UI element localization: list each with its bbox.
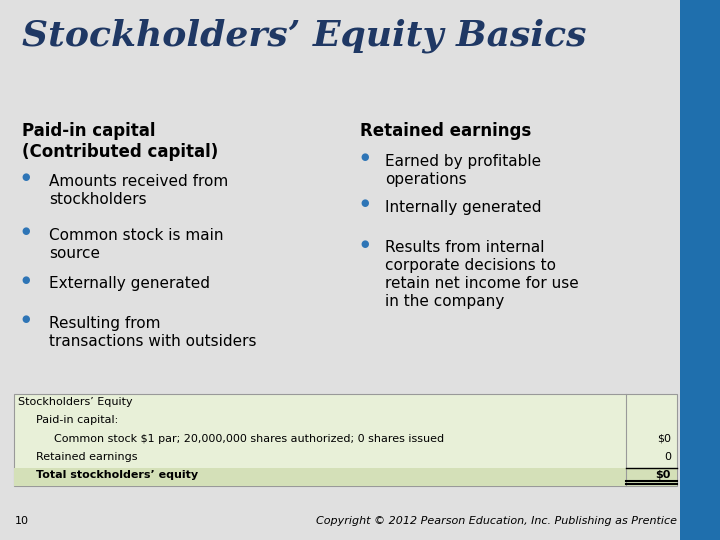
Text: Common stock is main
source: Common stock is main source (49, 228, 223, 261)
Text: ●: ● (22, 275, 30, 285)
Text: Externally generated: Externally generated (49, 276, 210, 292)
Text: ●: ● (360, 198, 369, 208)
Text: ●: ● (22, 172, 30, 183)
Text: Paid-in capital:: Paid-in capital: (36, 415, 118, 426)
Text: 0: 0 (664, 452, 671, 462)
Text: Internally generated: Internally generated (385, 200, 541, 215)
Text: Total stockholders’ equity: Total stockholders’ equity (36, 470, 198, 481)
Text: Retained earnings: Retained earnings (36, 452, 138, 462)
Text: ●: ● (22, 314, 30, 325)
Text: ●: ● (360, 239, 369, 249)
Text: Copyright © 2012 Pearson Education, Inc. Publishing as Prentice Hall.: Copyright © 2012 Pearson Education, Inc.… (316, 516, 706, 526)
Bar (14, 394, 677, 486)
Text: Retained earnings: Retained earnings (360, 122, 531, 139)
Text: Amounts received from
stockholders: Amounts received from stockholders (49, 174, 228, 207)
Text: $0: $0 (657, 434, 671, 444)
Bar (14, 468, 677, 486)
Text: Stockholders’ Equity: Stockholders’ Equity (18, 397, 132, 407)
Text: $0: $0 (656, 470, 671, 481)
Text: Resulting from
transactions with outsiders: Resulting from transactions with outside… (49, 316, 256, 349)
Text: Common stock $1 par; 20,000,000 shares authorized; 0 shares issued: Common stock $1 par; 20,000,000 shares a… (54, 434, 444, 444)
Text: Paid-in capital
(Contributed capital): Paid-in capital (Contributed capital) (22, 122, 218, 161)
Text: ●: ● (22, 226, 30, 237)
Text: ●: ● (360, 152, 369, 163)
Text: Stockholders’ Equity Basics: Stockholders’ Equity Basics (22, 19, 586, 53)
Text: Results from internal
corporate decisions to
retain net income for use
in the co: Results from internal corporate decision… (385, 240, 579, 309)
Bar (680, 0, 720, 540)
Text: 10: 10 (14, 516, 28, 526)
Text: Earned by profitable
operations: Earned by profitable operations (385, 154, 541, 187)
